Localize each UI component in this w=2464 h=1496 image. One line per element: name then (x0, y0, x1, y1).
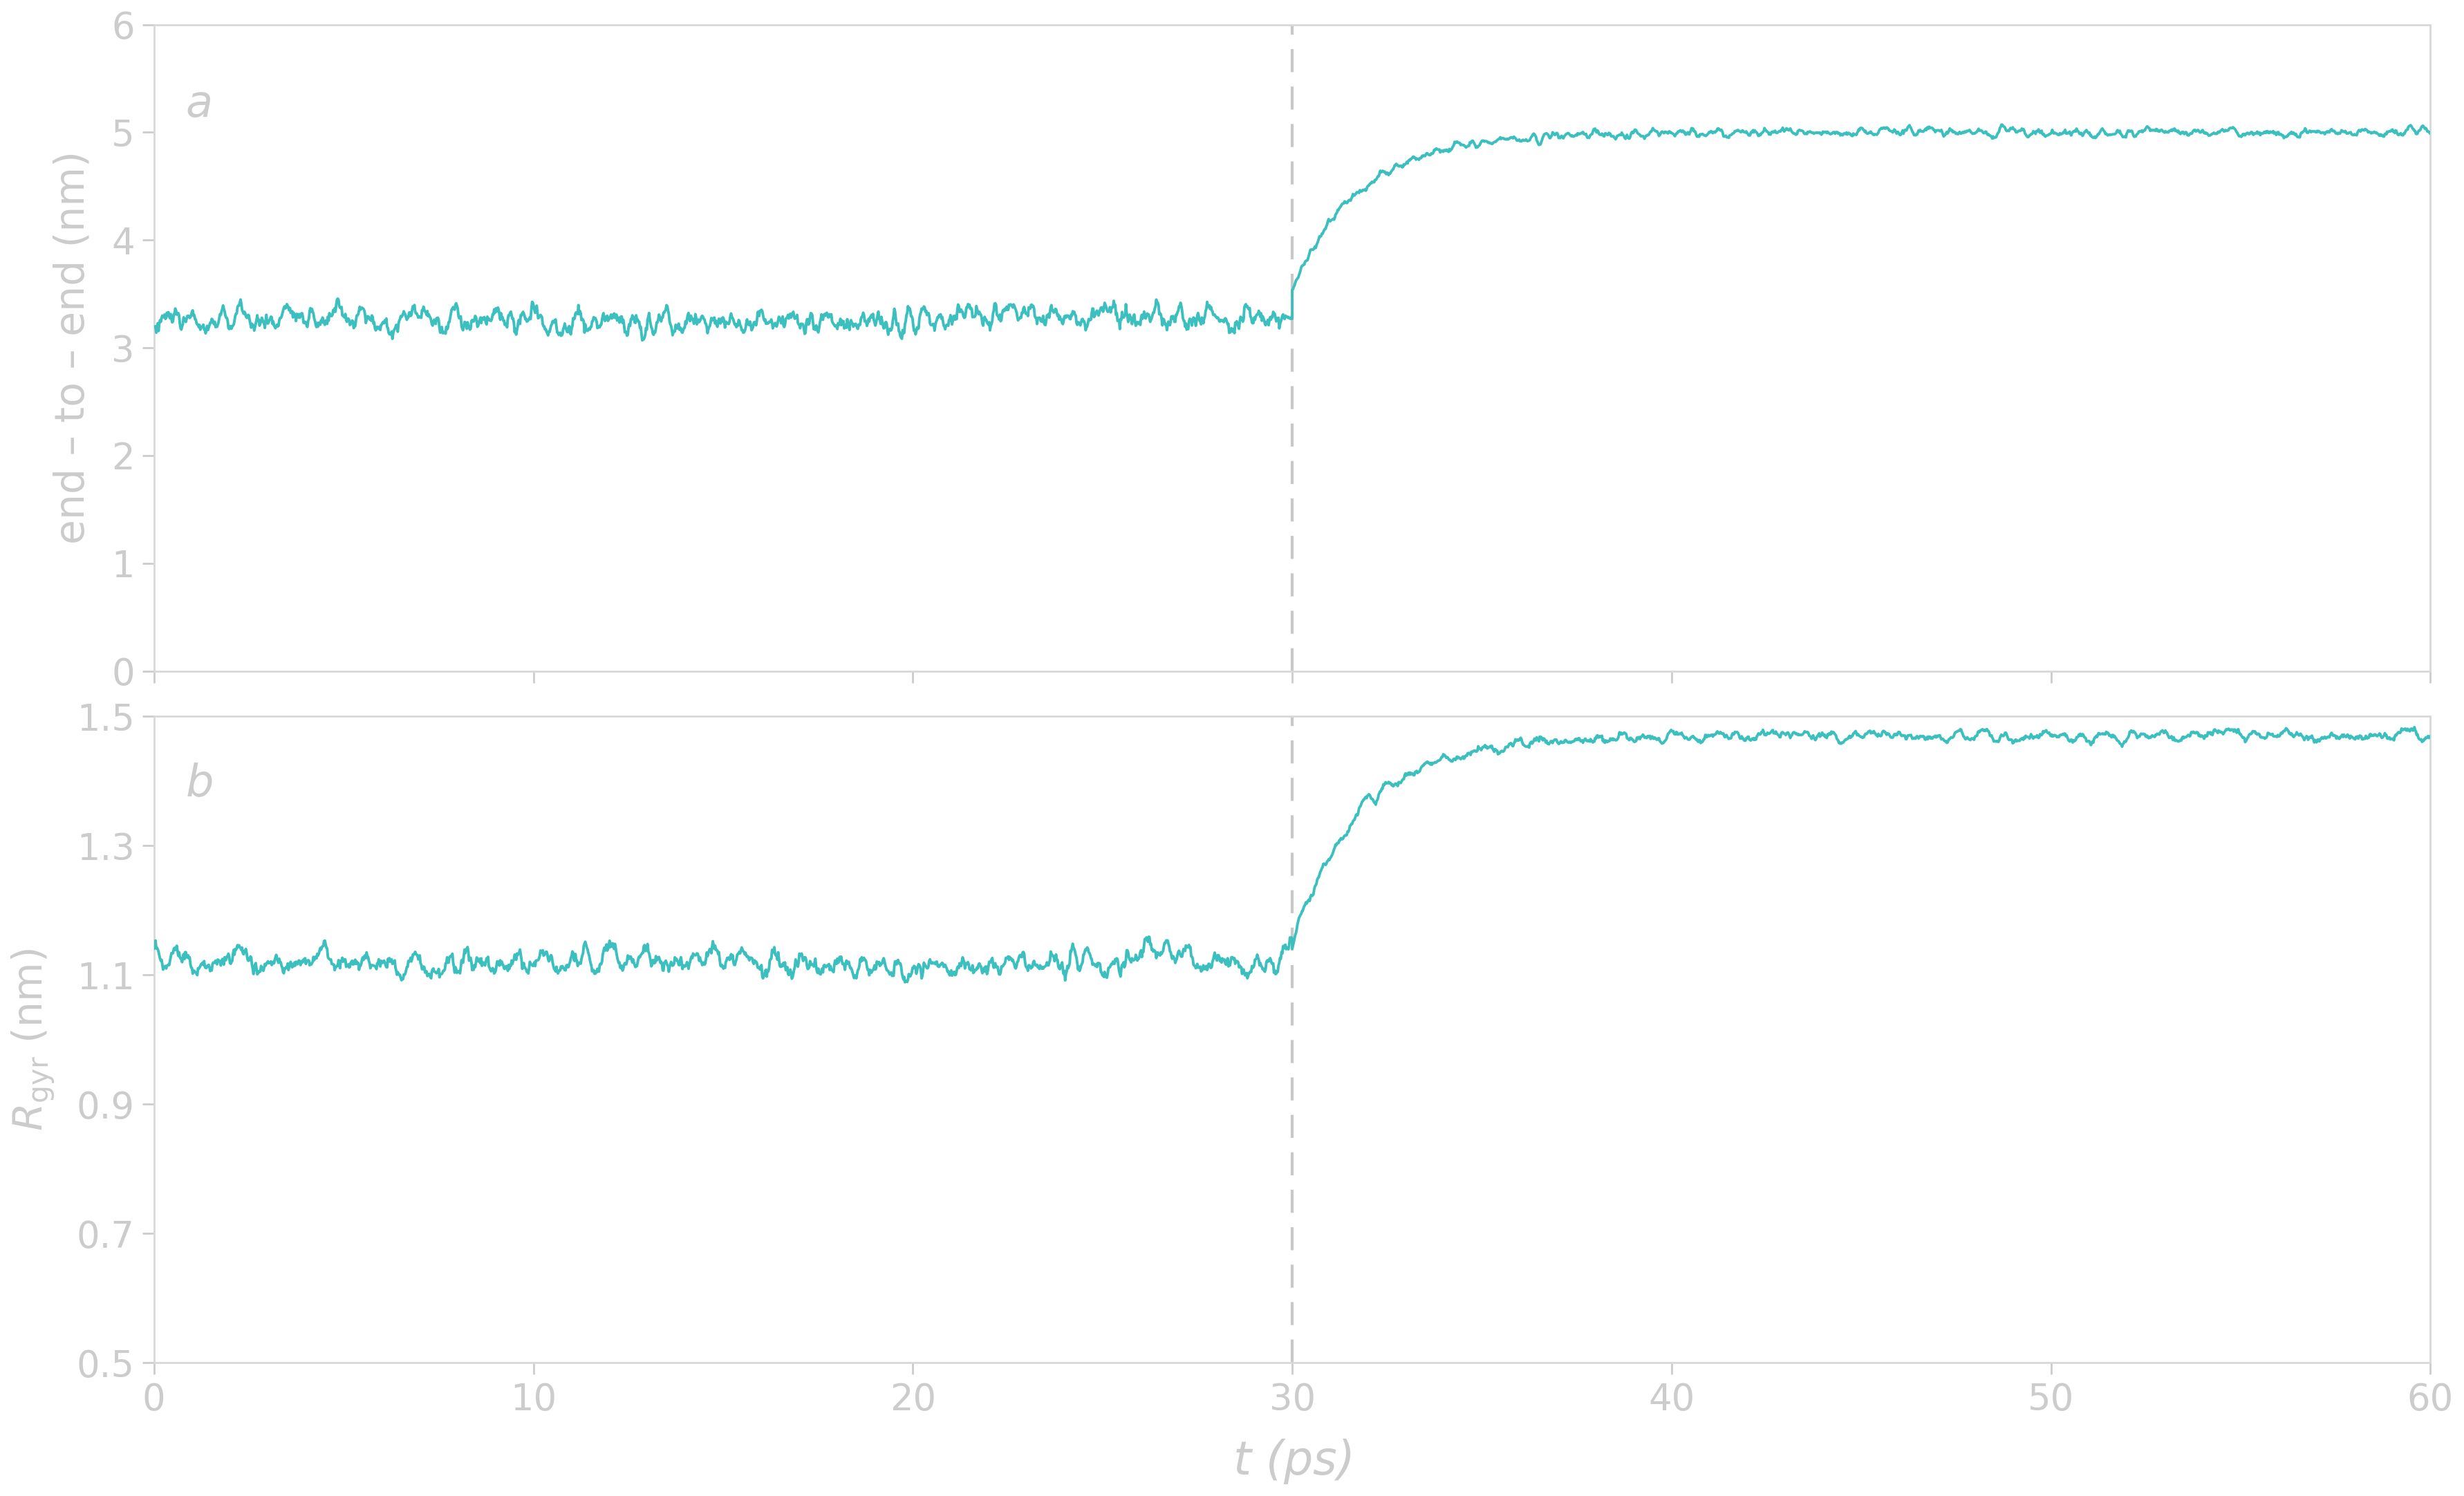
X-axis label: $t$ (ps): $t$ (ps) (1232, 1438, 1350, 1486)
Y-axis label: $R_{\mathrm{gyr}}$ (nm): $R_{\mathrm{gyr}}$ (nm) (10, 948, 57, 1131)
Text: a: a (185, 82, 212, 126)
Text: b: b (185, 761, 214, 805)
Y-axis label: end – to – end (nm): end – to – end (nm) (52, 151, 91, 545)
